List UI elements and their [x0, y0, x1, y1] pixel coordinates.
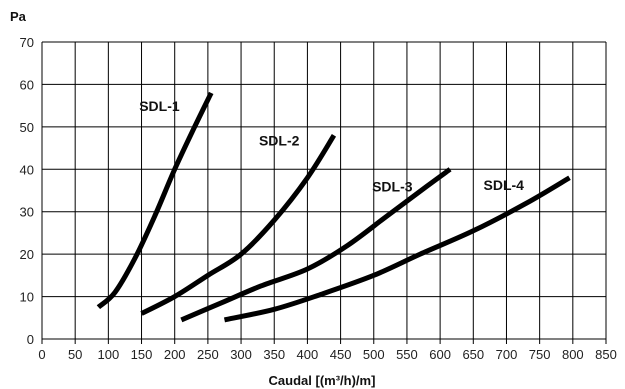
- y-tick-label: 60: [20, 77, 34, 92]
- axes: 0 50 100 150 200 250 300 350 400 450 500 550 600 650 7…: [20, 35, 617, 362]
- x-tick-label: 250: [197, 347, 219, 362]
- y-tick-label: 70: [20, 35, 34, 50]
- x-tick-label: 600: [429, 347, 451, 362]
- series-line-sdl-3: [180, 167, 452, 323]
- series-lines: [96, 91, 571, 323]
- y-tick-label: 20: [20, 247, 34, 262]
- x-tick-label: 300: [230, 347, 252, 362]
- x-axis-title: Caudal [(m³/h)/m]: [269, 373, 376, 388]
- x-tick-label: 0: [38, 347, 45, 362]
- y-axis-title: Pa: [10, 9, 27, 24]
- series-line-sdl-4: [223, 175, 571, 323]
- x-tick-label: 350: [263, 347, 285, 362]
- x-tick-label: 650: [462, 347, 484, 362]
- x-tick-label: 850: [595, 347, 617, 362]
- y-tick-label: 0: [27, 332, 34, 347]
- x-tick-label: 700: [496, 347, 518, 362]
- x-tick-label: 750: [529, 347, 551, 362]
- y-tick-label: 40: [20, 162, 34, 177]
- series-labels: SDL-1 SDL-2 SDL-3 SDL-4: [139, 98, 524, 194]
- x-tick-label: 150: [131, 347, 153, 362]
- series-label-sdl-2: SDL-2: [259, 132, 300, 148]
- y-tick-label: 10: [20, 290, 34, 305]
- x-tick-label: 550: [396, 347, 418, 362]
- series-line-sdl-1: [96, 91, 214, 310]
- x-tick-label: 200: [164, 347, 186, 362]
- x-tick-label: 500: [363, 347, 385, 362]
- y-tick-label: 30: [20, 205, 34, 220]
- y-tick-label: 50: [20, 120, 34, 135]
- x-tick-label: 50: [68, 347, 82, 362]
- series-line-sdl-2: [140, 134, 337, 316]
- x-tick-label: 450: [330, 347, 352, 362]
- x-tick-label: 800: [562, 347, 584, 362]
- series-label-sdl-1: SDL-1: [139, 98, 180, 114]
- x-tick-label: 100: [98, 347, 120, 362]
- x-tick-label: 400: [297, 347, 319, 362]
- series-label-sdl-4: SDL-4: [484, 177, 525, 193]
- series-label-sdl-3: SDL-3: [372, 178, 413, 194]
